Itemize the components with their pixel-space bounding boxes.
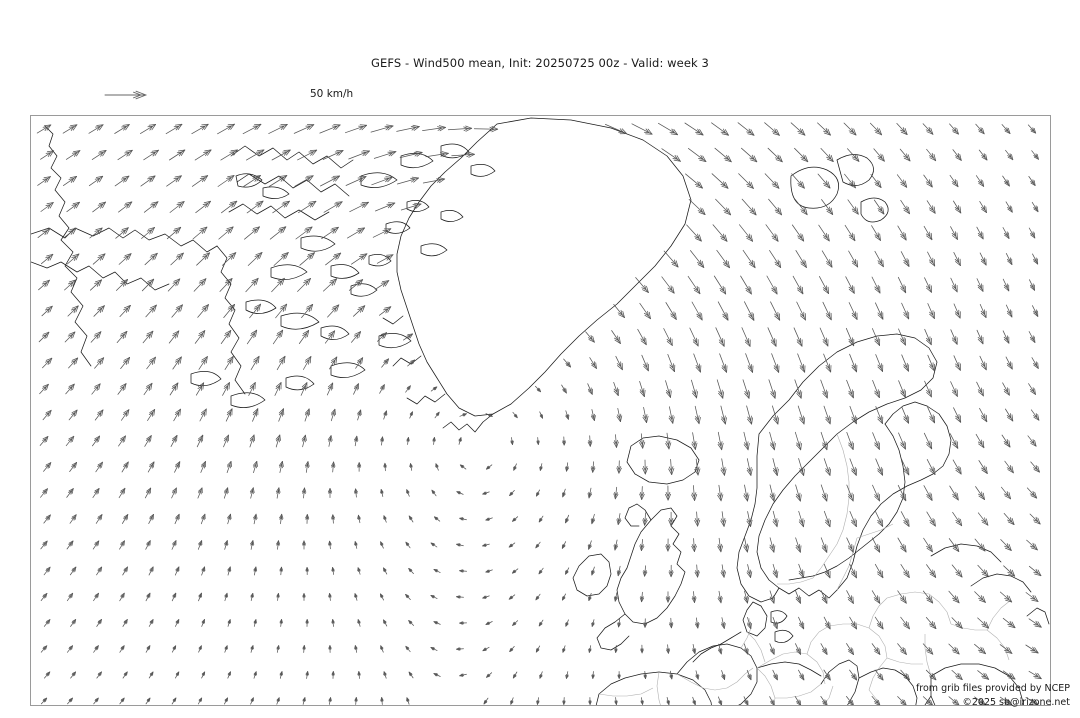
wind-scale-legend: 50 km/h <box>100 84 400 106</box>
wind-scale-label: 50 km/h <box>310 88 354 100</box>
wind-map-panel[interactable] <box>30 115 1051 706</box>
wind-vector-field <box>31 117 1050 705</box>
wind-arrow-layer <box>36 122 1042 705</box>
wind-reference-arrow-icon <box>104 90 147 100</box>
chart-title: GEFS - Wind500 mean, Init: 20250725 00z … <box>371 56 709 70</box>
coastline-layer <box>31 117 1050 705</box>
country-border-layer <box>598 433 1012 705</box>
